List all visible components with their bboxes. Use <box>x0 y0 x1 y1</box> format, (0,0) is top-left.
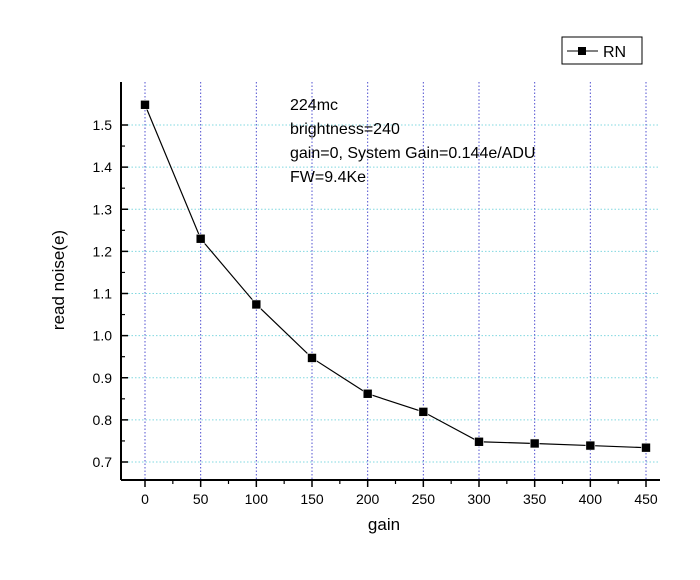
annotation-line: FW=9.4Ke <box>290 169 366 186</box>
x-tick-label: 450 <box>634 491 658 507</box>
y-tick-label: 1.5 <box>93 117 113 133</box>
annotation: 224mc brightness=240 gain=0, System Gain… <box>290 97 535 186</box>
y-tick-label: 0.7 <box>93 454 113 470</box>
legend-label: RN <box>603 44 626 61</box>
grid <box>121 82 660 480</box>
legend: RN <box>561 36 643 65</box>
data-point-square <box>140 99 150 110</box>
y-tick-label: 0.8 <box>93 412 113 428</box>
x-tick-label: 50 <box>193 491 209 507</box>
legend-marker-square <box>578 47 586 55</box>
x-tick-label: 250 <box>412 491 436 507</box>
y-axis-label: read noise(e) <box>49 230 68 330</box>
x-tick-label: 200 <box>356 491 380 507</box>
y-tick-label: 0.9 <box>93 370 113 386</box>
annotation-line: 224mc <box>290 97 338 114</box>
x-tick-label: 400 <box>579 491 603 507</box>
data-point-square <box>585 440 596 451</box>
y-tick-label: 1.1 <box>93 286 113 302</box>
data-point-square <box>307 353 317 363</box>
x-tick-label: 100 <box>245 491 269 507</box>
data-point-square <box>641 442 651 453</box>
y-tick-label: 1.4 <box>93 159 113 175</box>
y-tick-label: 1.0 <box>93 328 113 344</box>
data-point-square <box>418 407 429 417</box>
data-point-square <box>251 299 262 310</box>
data-point-square <box>195 233 206 244</box>
legend-box <box>561 36 643 65</box>
x-tick-label: 150 <box>300 491 324 507</box>
series-line-rn <box>144 104 647 449</box>
x-tick-label: 0 <box>141 491 149 507</box>
annotation-line: brightness=240 <box>290 121 400 138</box>
y-tick-label: 1.2 <box>93 243 113 259</box>
axes: 0.7 0.8 0.9 1.0 1.1 1.2 1.3 1.4 1.5 0 50 100 150 200 2… <box>93 82 660 507</box>
data-point-square <box>362 388 373 399</box>
series-rn <box>140 99 651 453</box>
y-tick-label: 1.3 <box>93 201 113 217</box>
x-tick-label: 300 <box>467 491 491 507</box>
x-axis-label: gain <box>368 515 400 534</box>
annotation-line: gain=0, System Gain=0.144e/ADU <box>290 145 535 162</box>
data-point-square <box>529 438 540 449</box>
x-tick-label: 350 <box>523 491 547 507</box>
data-point-square <box>474 436 484 447</box>
